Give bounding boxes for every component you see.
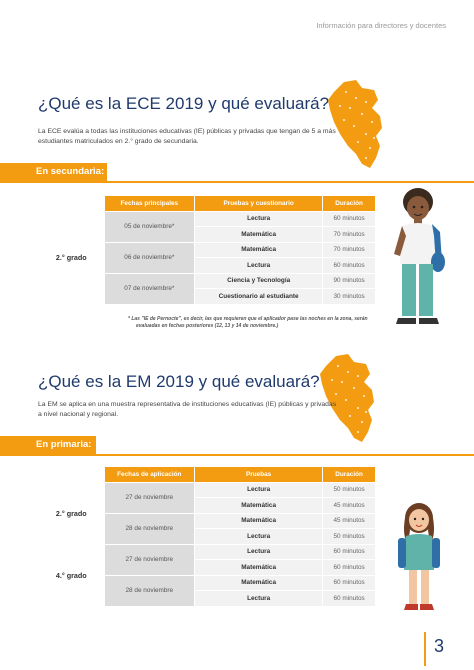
duration-cell: 60 minutos (323, 591, 375, 606)
duration-cell: 60 minutos (323, 211, 375, 226)
duration-cell: 60 minutos (323, 544, 375, 559)
duration-cell: 70 minutos (323, 242, 375, 257)
column-header: Pruebas (195, 467, 323, 482)
test-cell: Lectura (195, 529, 323, 544)
date-cell: 07 de noviembre* (104, 273, 195, 304)
student-boy-illustration (394, 188, 445, 324)
ece-intro: La ECE evalúa a todas las instituciones … (38, 128, 336, 145)
em-schedule-table: Fechas de aplicación Pruebas Duración 2.… (38, 466, 376, 607)
table-row: Lectura 60 minutos (39, 258, 375, 273)
duration-cell: 30 minutos (323, 289, 375, 304)
ece-tag-label: En secundaria: (36, 166, 105, 177)
test-cell: Lectura (195, 258, 323, 273)
duration-cell: 60 minutos (323, 560, 375, 575)
table-header-row: Fechas principales Pruebas y cuestionari… (39, 196, 375, 211)
student-girl-illustration (398, 503, 440, 610)
date-cell: 27 de noviembre (104, 482, 195, 513)
peru-map-icon (320, 354, 374, 442)
column-header: Fechas principales (104, 196, 195, 211)
duration-cell: 50 minutos (323, 529, 375, 544)
duration-cell: 50 minutos (323, 482, 375, 497)
footnote-line: * Las "IE de Pernocte", es decir, las qu… (128, 316, 368, 322)
page-number-divider (424, 632, 426, 666)
table-row: 2.° grado 05 de noviembre* Lectura 60 mi… (39, 211, 375, 304)
test-cell: Matemática (195, 227, 323, 242)
table-row: Lectura 60 minutos (39, 591, 375, 606)
column-header: Duración (323, 196, 375, 211)
table-row: Matemática 45 minutos (39, 498, 375, 513)
em-tag-bar: En primaria: (0, 436, 474, 456)
column-header: Fechas de aplicación (104, 467, 195, 482)
test-cell: Ciencia y Tecnología (195, 273, 323, 288)
table-row: 4.° grado 27 de noviembre Lectura 60 min… (39, 544, 375, 606)
column-header: Pruebas y cuestionario (195, 196, 323, 211)
duration-cell: 45 minutos (323, 498, 375, 513)
date-cell: 28 de noviembre (104, 513, 195, 544)
table-row: 06 de noviembre* Matemática 70 minutos (39, 242, 375, 273)
date-cell: 27 de noviembre (104, 544, 195, 575)
duration-cell: 45 minutos (323, 513, 375, 528)
test-cell: Matemática (195, 498, 323, 513)
header-note: Información para directores y docentes (316, 21, 446, 30)
duration-cell: 90 minutos (323, 273, 375, 288)
footnote-line: evaluadas en fechas posteriores (12, 13 … (136, 323, 279, 329)
test-cell: Cuestionario al estudiante (195, 289, 323, 304)
ece-tag-bar: En secundaria: (0, 163, 474, 183)
table-row: 28 de noviembre Matemática 60 minutos (39, 575, 375, 606)
test-cell: Matemática (195, 575, 323, 590)
peru-map-icon (328, 80, 382, 168)
page-number: 3 (434, 636, 445, 656)
test-cell: Lectura (195, 482, 323, 497)
em-tag-label: En primaria: (36, 439, 92, 450)
test-cell: Lectura (195, 544, 323, 559)
test-cell: Lectura (195, 211, 323, 226)
grade-label: 2.° grado (39, 482, 104, 544)
em-intro: La EM se aplica en una muestra represent… (38, 401, 337, 418)
grade-label: 2.° grado (39, 211, 104, 304)
duration-cell: 70 minutos (323, 227, 375, 242)
table-row: Cuestionario al estudiante 30 minutos (39, 289, 375, 304)
table-row: 2.° grado 27 de noviembre Lectura 50 min… (39, 482, 375, 544)
duration-cell: 60 minutos (323, 258, 375, 273)
date-cell: 05 de noviembre* (104, 211, 195, 242)
ece-footnote: * Las "IE de Pernocte", es decir, las qu… (128, 316, 388, 330)
em-title: ¿Qué es la EM 2019 y qué evaluará? (38, 372, 320, 391)
ece-title: ¿Qué es la ECE 2019 y qué evaluará? (38, 94, 330, 113)
table-row: 28 de noviembre Matemática 45 minutos (39, 513, 375, 544)
table-row: 07 de noviembre* Ciencia y Tecnología 90… (39, 273, 375, 304)
grade-label: 4.° grado (39, 544, 104, 606)
table-row: Matemática 70 minutos (39, 227, 375, 242)
test-cell: Lectura (195, 591, 323, 606)
date-cell: 28 de noviembre (104, 575, 195, 606)
test-cell: Matemática (195, 560, 323, 575)
table-header-row: Fechas de aplicación Pruebas Duración (39, 467, 375, 482)
test-cell: Matemática (195, 242, 323, 257)
column-header: Duración (323, 467, 375, 482)
date-cell: 06 de noviembre* (104, 242, 195, 273)
test-cell: Matemática (195, 513, 323, 528)
ece-schedule-table: Fechas principales Pruebas y cuestionari… (38, 195, 376, 305)
table-row: Lectura 50 minutos (39, 529, 375, 544)
duration-cell: 60 minutos (323, 575, 375, 590)
table-row: Matemática 60 minutos (39, 560, 375, 575)
